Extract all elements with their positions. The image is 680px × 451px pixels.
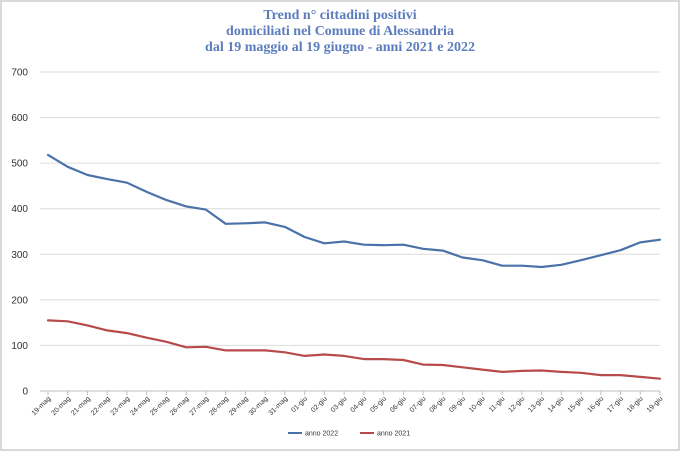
- x-axis-ticks: 19-mag20-mag21-mag22-mag23-mag24-mag25-m…: [31, 391, 665, 417]
- series-line-2021: [46, 319, 662, 380]
- y-tick-label: 200: [11, 295, 28, 306]
- x-tick-label: 29-mag: [228, 395, 250, 417]
- y-tick-label: 600: [11, 113, 28, 124]
- y-tick-label: 400: [11, 204, 28, 215]
- x-tick-label: 16-giu: [586, 395, 605, 414]
- x-tick-label: 09-giu: [448, 395, 467, 414]
- chart-title-line-1: Trend n° cittadini positivi: [263, 8, 417, 23]
- x-tick-label: 10-giu: [468, 395, 487, 414]
- x-tick-label: 07-giu: [409, 395, 428, 414]
- x-tick-label: 18-giu: [626, 395, 645, 414]
- x-tick-label: 28-mag: [208, 395, 230, 417]
- y-tick-label: 500: [11, 159, 28, 170]
- legend-label: anno 2021: [377, 431, 410, 438]
- x-tick-label: 19-giu: [646, 395, 665, 414]
- x-tick-label: 19-mag: [31, 395, 53, 417]
- x-tick-label: 15-giu: [567, 395, 586, 414]
- y-tick-label: 300: [11, 250, 28, 261]
- chart-title-line-2: domiciliati nel Comune di Alessandria: [226, 24, 454, 39]
- series-line-2022: [46, 153, 662, 269]
- x-tick-label: 04-giu: [350, 395, 369, 414]
- legend: anno 2022 anno 2021: [288, 431, 410, 438]
- x-tick-label: 08-giu: [429, 395, 448, 414]
- y-tick-label: 100: [11, 341, 28, 352]
- x-tick-label: 23-mag: [110, 395, 132, 417]
- x-tick-label: 25-mag: [149, 395, 171, 417]
- x-tick-label: 02-giu: [310, 395, 329, 414]
- chart-title-line-3: dal 19 maggio al 19 giugno - anni 2021 e…: [205, 40, 475, 55]
- x-tick-label: 31-mag: [268, 395, 290, 417]
- x-tick-label: 01-giu: [290, 395, 309, 414]
- x-tick-label: 24-mag: [129, 395, 151, 417]
- x-tick-label: 05-giu: [369, 395, 388, 414]
- y-axis-ticks: 0 100 200 300 400 500 600 700: [11, 68, 28, 398]
- x-tick-label: 26-mag: [169, 395, 191, 417]
- x-tick-label: 21-mag: [70, 395, 92, 417]
- x-tick-label: 20-mag: [50, 395, 72, 417]
- x-tick-label: 03-giu: [330, 395, 349, 414]
- x-tick-label: 11-giu: [488, 395, 506, 413]
- x-tick-label: 22-mag: [90, 395, 112, 417]
- x-tick-label: 12-giu: [508, 395, 527, 414]
- x-tick-label: 27-mag: [189, 395, 211, 417]
- x-tick-label: 30-mag: [248, 395, 270, 417]
- legend-label: anno 2022: [305, 431, 338, 438]
- x-tick-label: 06-giu: [389, 395, 408, 414]
- y-tick-label: 700: [11, 68, 28, 79]
- series-lines: [46, 153, 662, 380]
- y-tick-label: 0: [22, 387, 28, 398]
- chart-title: Trend n° cittadini positivi domiciliati …: [0, 8, 680, 56]
- x-tick-label: 14-giu: [547, 395, 566, 414]
- gridlines: [40, 71, 660, 392]
- x-tick-label: 17-giu: [606, 395, 625, 414]
- x-tick-label: 13-giu: [527, 395, 546, 414]
